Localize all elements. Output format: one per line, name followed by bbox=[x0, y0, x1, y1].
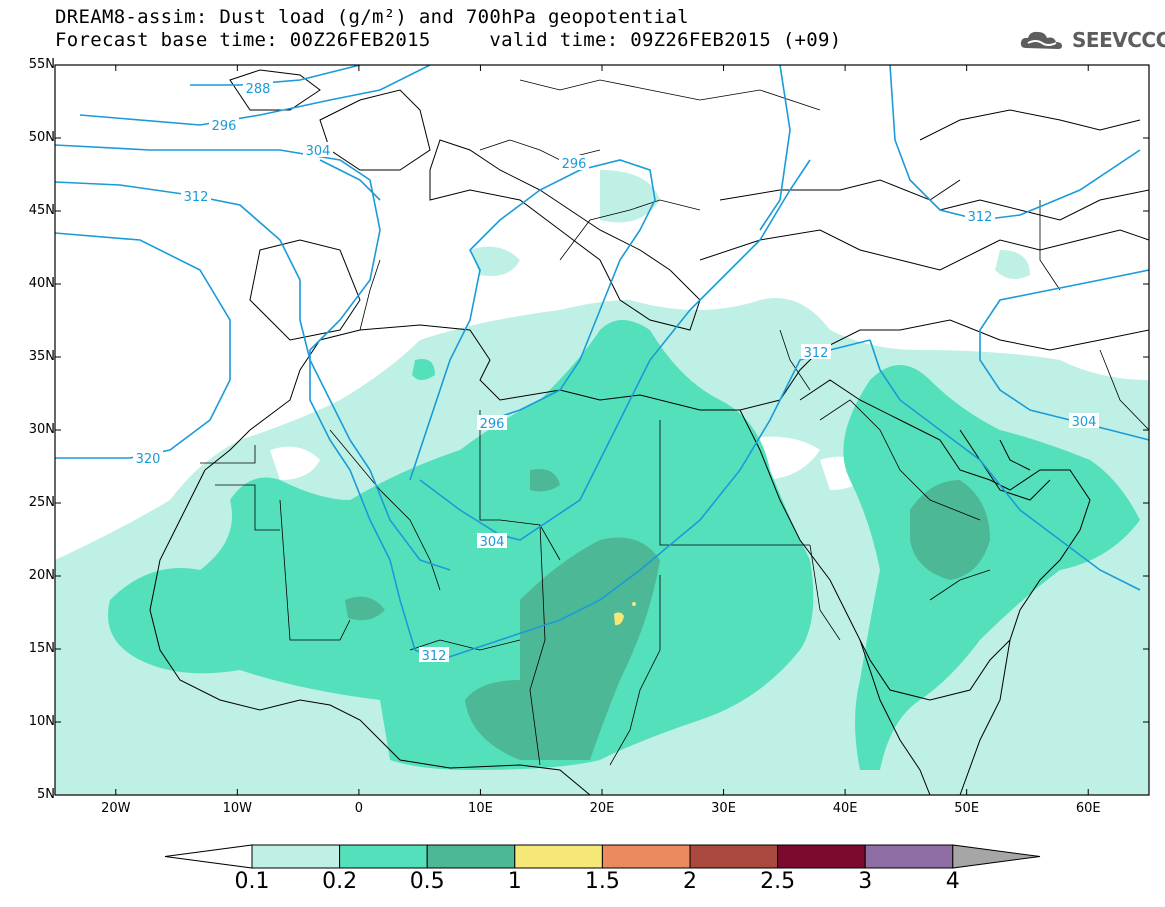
lon-label: 40E bbox=[832, 801, 858, 816]
contour-label: 304 bbox=[480, 535, 505, 550]
lat-label: 55N bbox=[28, 57, 55, 72]
colorbar-low-triangle bbox=[164, 844, 253, 869]
contour-label-bg bbox=[801, 344, 831, 359]
colorbar-box bbox=[426, 844, 516, 869]
contour-label-bg bbox=[303, 142, 333, 157]
colorbar-high-triangle bbox=[952, 844, 1041, 869]
lon-label: 0 bbox=[354, 801, 364, 816]
contour-label: 312 bbox=[968, 210, 993, 225]
colorbar-box bbox=[601, 844, 691, 869]
lat-label: 50N bbox=[28, 130, 55, 145]
map-title: DREAM8-assim: Dust load (g/m²) and 700hP… bbox=[55, 6, 689, 28]
lat-label: 35N bbox=[28, 349, 55, 364]
colorbar-label: 1 bbox=[507, 869, 522, 894]
lat-label: 30N bbox=[28, 422, 55, 437]
contour-label-bg bbox=[477, 533, 507, 548]
contour-label-bg bbox=[477, 415, 507, 430]
forecast-time-line: Forecast base time: 00Z26FEB2015 valid t… bbox=[55, 29, 842, 51]
lat-label: 45N bbox=[28, 203, 55, 218]
cloud-icon bbox=[1020, 31, 1062, 49]
contour-label: 320 bbox=[136, 452, 161, 467]
colorbar-label: 1.5 bbox=[584, 869, 620, 894]
colorbar-label: 2.5 bbox=[760, 869, 796, 894]
colorbar-label: 0.2 bbox=[322, 869, 358, 894]
colorbar-label: 0.5 bbox=[409, 869, 445, 894]
colorbar-label: 2 bbox=[683, 869, 697, 894]
lat-label: 10N bbox=[28, 714, 55, 729]
colorbar-box bbox=[689, 844, 779, 869]
contour-label: 296 bbox=[480, 417, 505, 432]
seevccc-logo: SEEVCCC bbox=[1018, 28, 1165, 52]
colorbar-box bbox=[251, 844, 341, 869]
lon-label: 30E bbox=[711, 801, 736, 816]
dust-layer-0-2 bbox=[108, 320, 1140, 770]
lat-label: 25N bbox=[28, 495, 55, 510]
contour-label-bg bbox=[243, 80, 273, 95]
lat-label: 15N bbox=[28, 641, 55, 656]
contour-label: 312 bbox=[804, 346, 829, 361]
lon-label: 60E bbox=[1075, 801, 1101, 816]
contour-label: 312 bbox=[422, 649, 447, 664]
contour-labels: 288 296 304 312 296 296 304 312 312 304 312 320 bbox=[133, 80, 1099, 664]
lon-label: 10E bbox=[468, 801, 493, 816]
contour-label: 288 bbox=[246, 82, 271, 97]
dust-layer-1 bbox=[614, 602, 636, 626]
lon-label: 50E bbox=[954, 801, 980, 816]
contour-label-bg bbox=[1069, 413, 1099, 428]
contour-label-bg bbox=[419, 647, 449, 662]
lat-label: 5N bbox=[37, 787, 55, 802]
contour-label-bg bbox=[559, 155, 589, 170]
colorbar-label: 0.1 bbox=[234, 869, 270, 894]
contour-label-bg bbox=[181, 188, 211, 203]
colorbar bbox=[164, 844, 1041, 869]
colorbar-box bbox=[514, 844, 603, 869]
lat-label: 40N bbox=[28, 276, 55, 291]
coastlines bbox=[149, 69, 1149, 795]
colorbar-box bbox=[777, 844, 866, 869]
colorbar-box bbox=[339, 844, 428, 869]
contour-label: 312 bbox=[184, 190, 209, 205]
contour-label: 304 bbox=[1072, 415, 1097, 430]
lon-label: 10W bbox=[222, 801, 253, 816]
colorbar-box bbox=[864, 844, 954, 869]
lat-label: 20N bbox=[28, 568, 55, 583]
axis-ticks bbox=[55, 64, 1149, 796]
contour-label-bg bbox=[965, 208, 995, 223]
contour-label-bg bbox=[133, 450, 163, 465]
logo-text: SEEVCCC bbox=[1072, 28, 1165, 52]
colorbar-label: 3 bbox=[858, 869, 873, 894]
lon-label: 20E bbox=[589, 801, 615, 816]
colorbar-label: 4 bbox=[945, 869, 960, 894]
dust-layer-0-5 bbox=[345, 469, 990, 760]
contour-label: 296 bbox=[212, 119, 237, 134]
contour-label-bg bbox=[209, 117, 239, 132]
lon-label: 20W bbox=[101, 801, 131, 816]
contour-label: 296 bbox=[562, 157, 587, 172]
contour-label: 304 bbox=[306, 144, 331, 159]
